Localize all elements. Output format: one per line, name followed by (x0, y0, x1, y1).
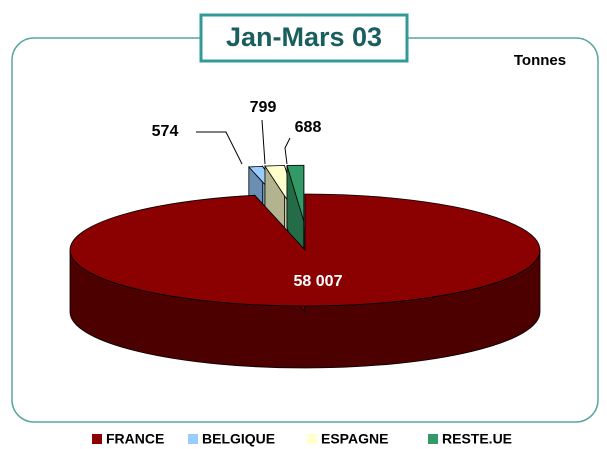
legend-swatch (188, 434, 198, 444)
leader-line (261, 119, 266, 165)
slice-top (286, 164, 305, 222)
legend-swatch (428, 434, 438, 444)
legend: FRANCE BELGIQUE ESPAGNE RESTE.UE (92, 431, 512, 447)
labels: 58 007 574 799 688 (152, 99, 343, 290)
pie (69, 164, 541, 369)
title-box (199, 13, 409, 63)
legend-label: RESTE.UE (442, 431, 512, 447)
legend-swatch (307, 434, 317, 444)
data-label: 574 (152, 123, 179, 140)
chart-title: Jan-Mars 03 (226, 22, 382, 52)
slice-top (69, 193, 541, 307)
legend-swatch (92, 434, 102, 444)
data-label: 799 (250, 99, 277, 116)
leader-line (196, 131, 243, 165)
data-label: 58 007 (294, 273, 343, 290)
data-label: 688 (295, 119, 322, 136)
leader-line (284, 137, 291, 165)
slice (69, 193, 541, 369)
unit-label: Tonnes (514, 52, 566, 69)
legend-label: BELGIQUE (202, 431, 275, 447)
legend-label: ESPAGNE (321, 431, 388, 447)
legend-label: FRANCE (106, 431, 164, 447)
